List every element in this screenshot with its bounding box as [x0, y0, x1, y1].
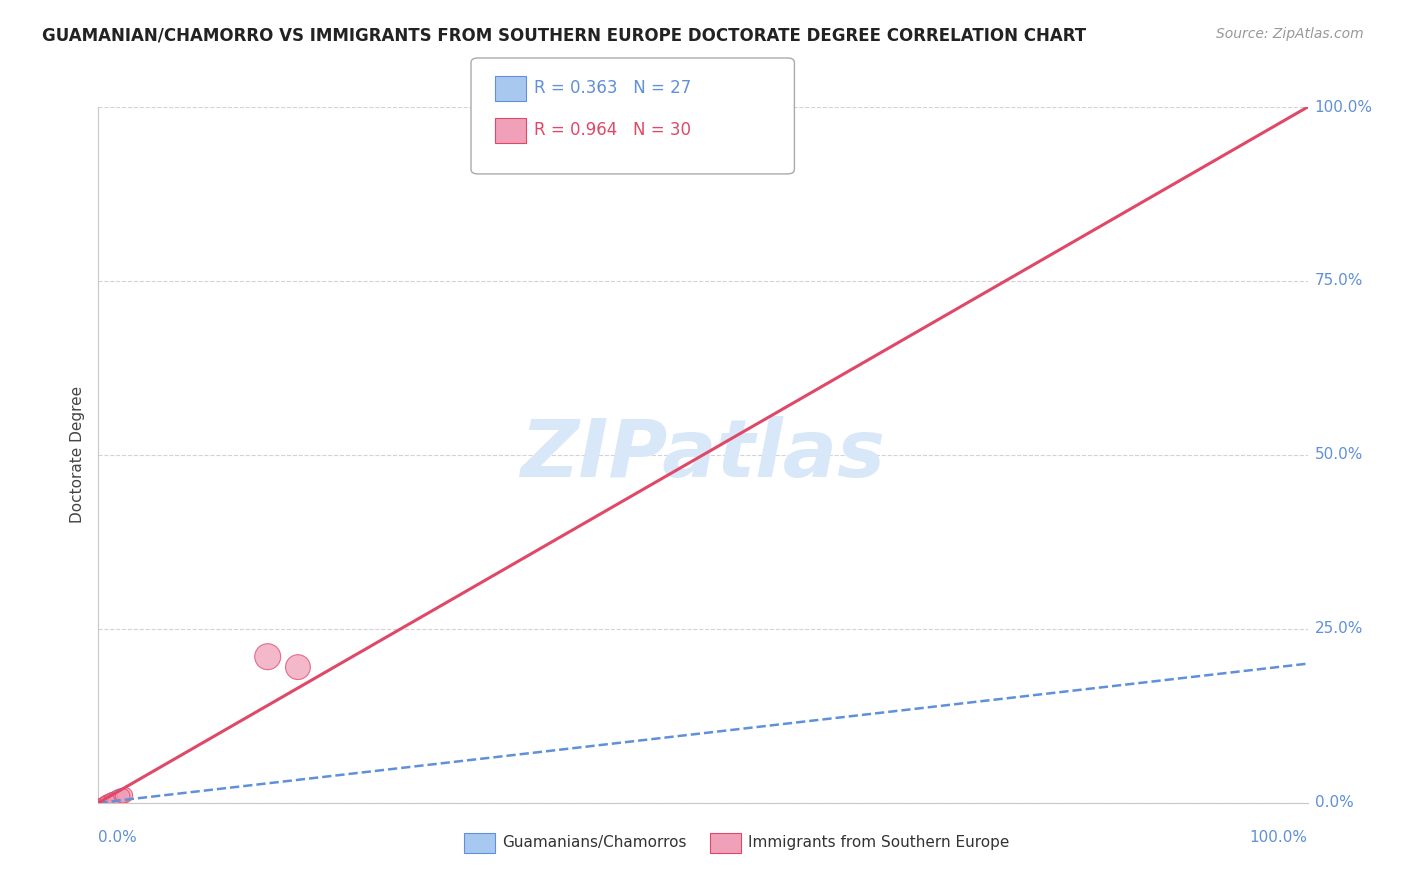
Text: Guamanians/Chamorros: Guamanians/Chamorros: [502, 836, 686, 850]
Point: [90, 795, 112, 809]
Text: 0.0%: 0.0%: [98, 830, 138, 845]
Point: [107, 790, 129, 805]
Point: [98, 792, 121, 806]
Point: [111, 789, 134, 803]
Point: [91, 795, 114, 809]
Point: [89, 796, 111, 810]
Y-axis label: Doctorate Degree: Doctorate Degree: [69, 386, 84, 524]
Text: 0.0%: 0.0%: [1315, 796, 1354, 810]
Text: Immigrants from Southern Europe: Immigrants from Southern Europe: [748, 836, 1010, 850]
Point: [100, 792, 122, 806]
Point: [90, 795, 112, 809]
Point: [108, 789, 131, 803]
Point: [100, 792, 122, 806]
Point: [91, 795, 114, 809]
Point: [98, 793, 121, 807]
Point: [96, 793, 118, 807]
Point: [101, 791, 124, 805]
Point: [91, 795, 114, 809]
Point: [287, 660, 309, 674]
Text: ZIPatlas: ZIPatlas: [520, 416, 886, 494]
Point: [91, 795, 114, 809]
Point: [90, 795, 112, 809]
Point: [91, 795, 114, 809]
Point: [100, 793, 122, 807]
Point: [94, 794, 117, 808]
Point: [93, 795, 115, 809]
Point: [89, 796, 111, 810]
Point: [103, 791, 125, 805]
Point: [90, 795, 112, 809]
Point: [89, 795, 111, 809]
Point: [91, 794, 114, 808]
Point: [96, 794, 118, 808]
Point: [90, 795, 112, 809]
Point: [256, 649, 278, 664]
Point: [91, 795, 114, 809]
Text: 75.0%: 75.0%: [1315, 274, 1362, 288]
Text: R = 0.964   N = 30: R = 0.964 N = 30: [534, 121, 692, 139]
Point: [89, 796, 111, 810]
Text: 50.0%: 50.0%: [1315, 448, 1362, 462]
Point: [94, 795, 117, 809]
Point: [91, 795, 114, 809]
Point: [89, 796, 111, 810]
Point: [100, 792, 122, 806]
Point: [90, 796, 112, 810]
Point: [89, 796, 111, 810]
Point: [105, 790, 128, 805]
Point: [93, 794, 115, 808]
Text: GUAMANIAN/CHAMORRO VS IMMIGRANTS FROM SOUTHERN EUROPE DOCTORATE DEGREE CORRELATI: GUAMANIAN/CHAMORRO VS IMMIGRANTS FROM SO…: [42, 27, 1087, 45]
Text: 100.0%: 100.0%: [1250, 830, 1308, 845]
Point: [90, 796, 112, 810]
Point: [93, 794, 115, 808]
Point: [114, 788, 136, 802]
Point: [97, 793, 120, 807]
Point: [93, 794, 115, 808]
Text: R = 0.363   N = 27: R = 0.363 N = 27: [534, 79, 692, 97]
Point: [90, 795, 112, 809]
Point: [91, 795, 114, 809]
Point: [96, 793, 118, 807]
Text: Source: ZipAtlas.com: Source: ZipAtlas.com: [1216, 27, 1364, 41]
Point: [90, 796, 112, 810]
Point: [97, 794, 120, 808]
Point: [93, 795, 115, 809]
Text: 25.0%: 25.0%: [1315, 622, 1362, 636]
Point: [96, 794, 118, 808]
Text: 100.0%: 100.0%: [1315, 100, 1372, 114]
Point: [93, 795, 115, 809]
Point: [94, 794, 117, 808]
Point: [96, 794, 118, 808]
Point: [93, 794, 115, 808]
Point: [94, 794, 117, 808]
